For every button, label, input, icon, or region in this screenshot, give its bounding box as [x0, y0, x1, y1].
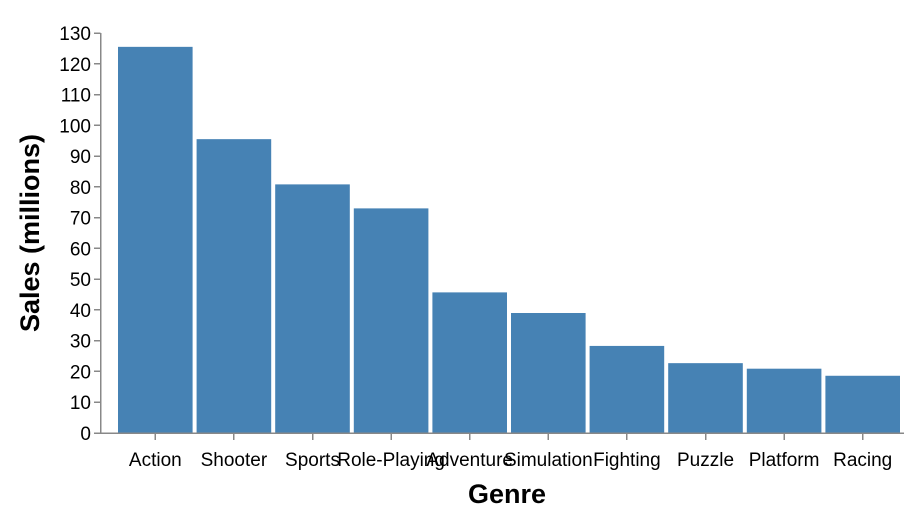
x-tick-label: Puzzle	[677, 450, 734, 471]
x-axis-ticks: Action Shooter SportsRole-PlayingAdventure…	[129, 433, 892, 471]
x-tick-label: Role-Playing	[337, 450, 445, 471]
y-tick-label: 110	[61, 86, 91, 107]
bar-sports	[275, 184, 350, 433]
x-tick-label: Action	[129, 450, 182, 471]
bar-puzzle	[668, 363, 743, 433]
y-tick-label: 40	[70, 301, 91, 322]
y-tick-label: 70	[70, 209, 91, 230]
y-tick-label: 50	[70, 270, 91, 291]
y-tick-label: 130	[59, 24, 91, 45]
y-tick-label: 10	[70, 393, 91, 414]
y-tick-label: 20	[70, 362, 91, 383]
bar-platform	[746, 368, 822, 433]
x-tick-label: Fighting	[593, 450, 661, 471]
x-tick-label: Racing	[833, 450, 892, 471]
bar-action	[118, 46, 193, 433]
x-tick-label: Adventure	[426, 450, 513, 471]
x-axis-title: Genre	[468, 479, 546, 509]
bar-shooter	[196, 139, 272, 433]
y-tick-label: 120	[59, 55, 91, 76]
x-tick-label: Simulation	[504, 450, 593, 471]
y-axis-ticks: 0 10 20 30 40 50 60 70 80 90 100 110 120 130	[59, 24, 101, 445]
x-tick-label: Sports	[285, 450, 340, 471]
bars-layer	[118, 46, 900, 433]
y-tick-label: 60	[70, 239, 91, 260]
x-tick-label: Platform	[749, 450, 820, 471]
y-tick-label: 100	[59, 116, 91, 137]
y-axis-title: Sales (millions)	[15, 134, 45, 332]
bar-role-playing	[353, 208, 429, 433]
bar-adventure	[432, 292, 507, 433]
y-tick-label: 0	[80, 424, 91, 445]
y-tick-label: 90	[70, 147, 91, 168]
x-tick-label: Shooter	[201, 450, 268, 471]
bar-fighting	[589, 345, 665, 433]
y-tick-label: 80	[70, 178, 91, 199]
bar-racing	[825, 375, 900, 433]
bar-simulation	[511, 313, 586, 433]
y-tick-label: 30	[70, 332, 91, 353]
